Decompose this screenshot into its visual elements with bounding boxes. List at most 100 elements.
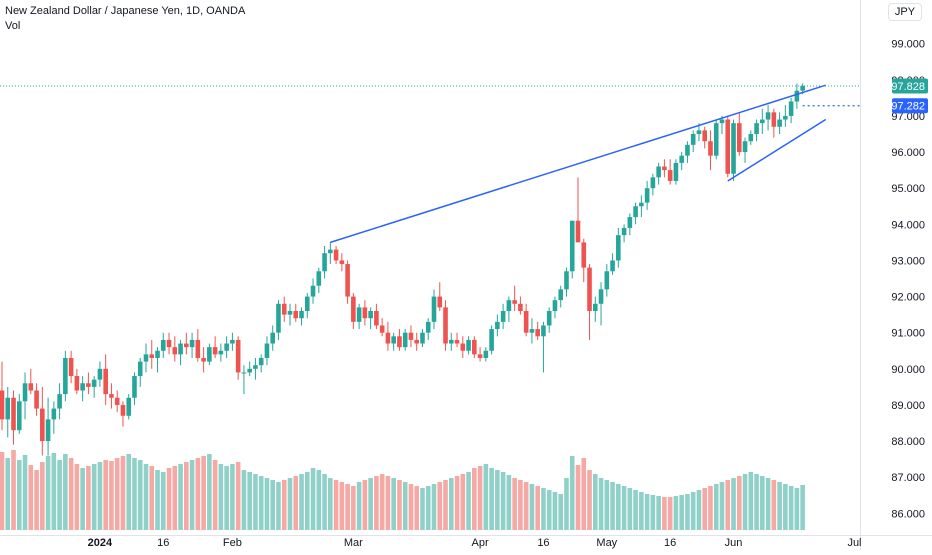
candle-body: [587, 267, 592, 312]
candle-body: [45, 419, 51, 442]
volume-bar: [391, 478, 396, 530]
candle-body: [466, 339, 471, 351]
x-tick-label: May: [596, 537, 617, 549]
volume-bar: [420, 488, 425, 530]
candle-body: [374, 311, 379, 326]
candle-body: [489, 329, 494, 351]
volume-bar: [86, 466, 91, 530]
candle-body: [650, 177, 656, 189]
volume-bar: [379, 474, 385, 530]
candle-body: [172, 347, 178, 355]
candle-body: [408, 332, 414, 340]
y-tick-label: 88.000: [891, 436, 925, 448]
volume-bar: [126, 454, 132, 530]
candle-body: [339, 260, 345, 265]
candle-body: [448, 339, 454, 344]
volume-bar: [207, 454, 212, 530]
candle-body: [402, 332, 408, 348]
candle-body: [109, 394, 114, 398]
candle-body: [518, 303, 523, 312]
volume-bar: [160, 472, 166, 530]
x-tick-label: 16: [537, 537, 549, 549]
candle-body: [500, 311, 506, 322]
candle-body: [316, 271, 322, 286]
candle-body: [690, 133, 696, 145]
volume-bar: [201, 456, 206, 530]
candle-body: [34, 390, 39, 409]
candle-body: [230, 339, 235, 344]
candle-body: [80, 383, 85, 391]
candle-body: [777, 119, 782, 127]
volume-bar: [673, 496, 679, 530]
candle-body: [345, 264, 350, 297]
volume-bar: [287, 478, 293, 530]
volume-bar: [155, 470, 160, 530]
candle-body: [673, 162, 679, 181]
candle-body: [679, 155, 684, 163]
candle-body: [379, 325, 385, 333]
candle-body: [287, 311, 293, 315]
candle-body: [425, 321, 431, 333]
currency-button[interactable]: JPY: [888, 3, 922, 21]
x-tick-label: Jul: [847, 537, 861, 549]
volume-bar: [518, 480, 523, 530]
chart-legend: New Zealand Dollar / Japanese Yen, 1D, O…: [5, 4, 245, 34]
volume-bar: [604, 480, 610, 530]
volume-bar: [523, 482, 529, 530]
candle-body: [610, 260, 615, 272]
volume-bar: [16, 460, 22, 530]
volume-bar: [189, 460, 195, 530]
symbol-title[interactable]: New Zealand Dollar / Japanese Yen, 1D, O…: [5, 5, 246, 17]
candle-body: [281, 303, 287, 315]
volume-bar: [742, 474, 748, 530]
candle-body: [644, 188, 650, 203]
x-tick-label: Apr: [472, 537, 489, 549]
candle-body: [431, 296, 437, 322]
candle-body: [103, 368, 108, 395]
volume-bar: [276, 482, 281, 530]
candle-body: [160, 339, 166, 351]
candle-body: [736, 123, 742, 153]
volume-indicator-label[interactable]: Vol: [5, 20, 21, 32]
candle-body: [137, 361, 143, 377]
candle-body: [558, 289, 564, 301]
volume-bar: [40, 462, 45, 530]
volume-bar: [650, 495, 656, 530]
y-tick-label: 92.000: [891, 292, 925, 304]
volume-bar: [783, 484, 788, 530]
volume-bar: [489, 468, 494, 530]
candle-body: [713, 123, 719, 156]
volume-bar: [408, 484, 414, 530]
volume-bar: [558, 494, 564, 530]
candle-body: [742, 141, 748, 153]
candle-body: [506, 300, 512, 312]
candle-body: [132, 376, 137, 398]
candle-body: [74, 376, 80, 391]
volume-bar: [765, 478, 771, 530]
volume-bar: [247, 472, 252, 530]
volume-bar: [794, 488, 800, 530]
candle-body: [207, 347, 212, 362]
candle-body: [621, 227, 627, 236]
volume-bar: [224, 466, 229, 530]
x-tick-label: 16: [157, 537, 169, 549]
trendline: [727, 118, 827, 182]
volume-bar: [541, 488, 546, 530]
volume-bar: [512, 478, 517, 530]
volume-bar: [690, 492, 696, 530]
candle-body: [719, 119, 725, 124]
candle-body: [22, 383, 28, 402]
volume-bar: [397, 480, 402, 530]
volume-bar: [685, 494, 690, 530]
candle-body: [299, 311, 304, 319]
volume-bar: [719, 482, 725, 530]
volume-bar: [0, 452, 5, 530]
level-price-label-bg: [892, 98, 928, 114]
candle-body: [385, 332, 391, 344]
candle-body: [708, 141, 713, 156]
y-tick-label: 93.000: [891, 255, 925, 267]
y-tick-label: 89.000: [891, 400, 925, 412]
volume-bar: [45, 456, 51, 530]
